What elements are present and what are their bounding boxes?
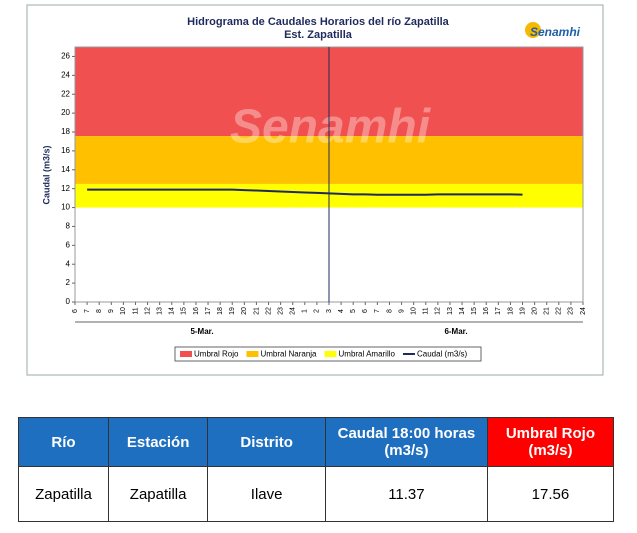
logo: Senamhi — [530, 25, 581, 39]
x-tick-label: 9 — [398, 309, 405, 313]
x-tick-label: 11 — [132, 307, 139, 314]
y-tick-label: 10 — [61, 203, 70, 212]
legend-swatch — [324, 351, 337, 357]
watermark: Senamhi — [230, 101, 432, 154]
legend-label: Umbral Rojo — [194, 350, 239, 359]
legend-swatch — [180, 351, 192, 357]
legend-label: Umbral Amarillo — [339, 350, 396, 359]
x-tick-label: 13 — [447, 307, 454, 315]
table-cell: 17.56 — [486, 466, 615, 522]
x-tick-label: 16 — [193, 307, 200, 315]
x-tick-label: 12 — [144, 307, 151, 315]
x-tick-label: 20 — [241, 307, 248, 315]
x-tick-label: 22 — [265, 307, 272, 315]
x-tick-label: 15 — [471, 307, 478, 315]
logo-sun — [525, 22, 541, 38]
table-header: Caudal 18:00 horas (m3/s) — [324, 417, 488, 467]
x-tick-label: 13 — [157, 307, 164, 315]
x-tick-label: 10 — [411, 307, 418, 315]
x-tick-label: 3 — [326, 309, 333, 313]
y-tick-label: 24 — [61, 70, 70, 79]
x-tick-label: 14 — [169, 307, 176, 315]
x-tick-label: 4 — [338, 309, 345, 313]
x-tick-label: 5 — [350, 309, 357, 313]
x-tick-label: 21 — [544, 307, 551, 315]
y-tick-label: 18 — [61, 127, 70, 136]
x-tick-label: 6 — [362, 309, 369, 313]
table-header: Umbral Rojo (m3/s) — [486, 417, 615, 467]
x-tick-label: 21 — [253, 307, 260, 315]
y-tick-label: 8 — [66, 222, 71, 231]
x-tick-label: 19 — [229, 307, 236, 315]
x-tick-label: 18 — [217, 307, 224, 315]
x-tick-label: 8 — [386, 309, 393, 313]
chart-subtitle: Est. Zapatilla — [284, 29, 353, 41]
x-tick-label: 18 — [507, 307, 514, 315]
group-label: 6-Mar. — [444, 327, 467, 336]
x-tick-label: 10 — [120, 307, 127, 315]
legend-label: Caudal (m3/s) — [417, 350, 468, 359]
y-tick-label: 2 — [66, 278, 71, 287]
y-axis-label: Caudal (m3/s) — [41, 145, 51, 204]
group-label: 5-Mar. — [190, 327, 213, 336]
x-tick-label: 23 — [277, 307, 284, 315]
table-header: Distrito — [207, 417, 326, 467]
y-tick-label: 26 — [61, 52, 70, 61]
x-tick-label: 20 — [531, 307, 538, 315]
table: Río Estación Distrito Caudal 18:00 horas (m… — [18, 417, 615, 522]
table-cell: Zapatilla — [18, 466, 109, 522]
table-cell: 11.37 — [324, 466, 488, 522]
table-header: Río — [18, 417, 109, 467]
x-tick-label: 7 — [84, 309, 91, 313]
y-tick-label: 6 — [66, 240, 71, 249]
table-row: Zapatilla Zapatilla Ilave 11.37 17.56 — [18, 466, 615, 522]
y-tick-label: 16 — [61, 146, 70, 155]
table-cell: Ilave — [207, 466, 326, 522]
x-tick-label: 24 — [290, 307, 297, 315]
y-tick-label: 20 — [61, 108, 70, 117]
table-cell: Zapatilla — [107, 466, 209, 522]
x-tick-label: 17 — [205, 307, 212, 315]
x-tick-label: 1 — [302, 309, 309, 313]
x-tick-label: 8 — [96, 309, 103, 313]
legend-label: Umbral Naranja — [260, 350, 317, 359]
y-tick-label: 14 — [61, 165, 70, 174]
chart-title: Hidrograma de Caudales Horarios del río … — [187, 16, 450, 28]
x-tick-label: 19 — [519, 307, 526, 315]
x-tick-label: 12 — [435, 307, 442, 315]
y-tick-label: 22 — [61, 89, 70, 98]
x-tick-label: 14 — [459, 307, 466, 315]
x-tick-label: 2 — [314, 309, 321, 313]
caudal-line — [87, 188, 523, 196]
x-tick-label: 17 — [495, 307, 502, 315]
y-tick-label: 0 — [66, 297, 71, 306]
table-header: Estación — [107, 417, 209, 467]
x-tick-label: 7 — [374, 309, 381, 313]
x-tick-label: 24 — [580, 307, 587, 315]
x-tick-label: 9 — [108, 309, 115, 313]
x-tick-label: 11 — [423, 307, 430, 314]
x-tick-label: 15 — [181, 307, 188, 315]
chart: Hidrograma de Caudales Horarios del río … — [26, 4, 604, 376]
legend-swatch — [246, 351, 259, 357]
x-tick-label: 6 — [72, 309, 79, 313]
y-tick-label: 4 — [66, 259, 71, 268]
x-tick-label: 16 — [483, 307, 490, 315]
x-tick-label: 23 — [568, 307, 575, 315]
x-tick-label: 22 — [556, 307, 563, 315]
y-tick-label: 12 — [61, 184, 70, 193]
